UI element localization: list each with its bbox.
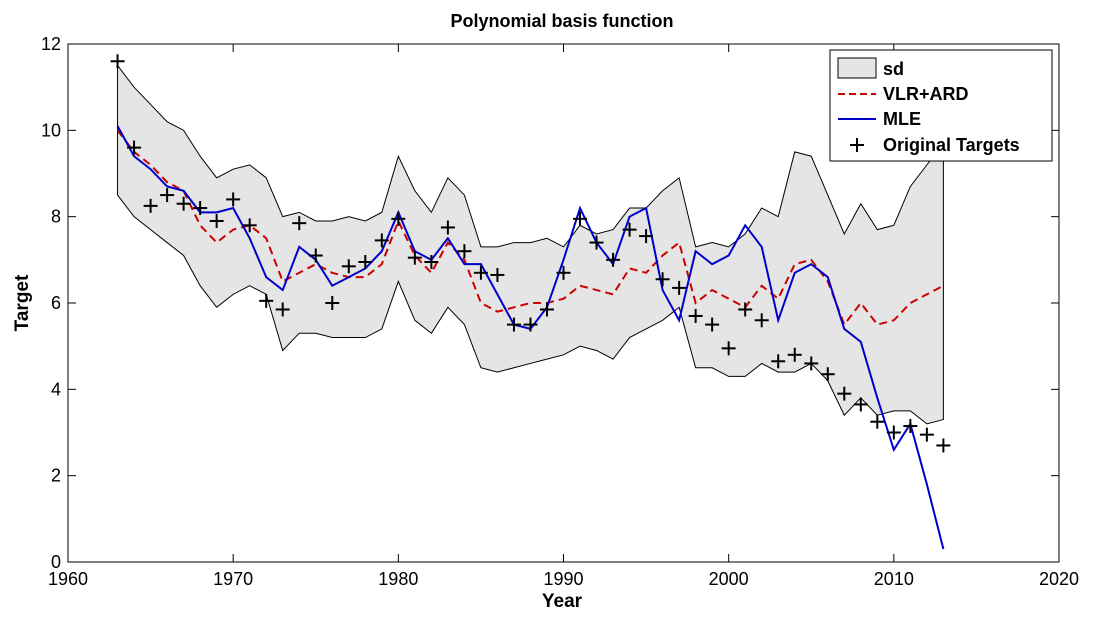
y-tick-label: 10 xyxy=(41,120,61,140)
legend-swatch-sd xyxy=(837,57,877,79)
target-point xyxy=(473,265,488,280)
target-point xyxy=(573,211,588,226)
target-point xyxy=(589,235,604,250)
target-point xyxy=(391,211,406,226)
target-point xyxy=(374,233,389,248)
target-point xyxy=(804,356,819,371)
target-point xyxy=(903,419,918,434)
target-point xyxy=(523,317,538,332)
y-tick-label: 8 xyxy=(51,207,61,227)
target-point xyxy=(506,317,521,332)
target-point xyxy=(259,293,274,308)
target-point xyxy=(936,438,951,453)
y-tick-label: 2 xyxy=(51,466,61,486)
series-vlr-ard-line xyxy=(116,129,944,327)
target-point xyxy=(738,302,753,317)
legend-label-mle: MLE xyxy=(883,109,921,129)
x-tick-label: 1960 xyxy=(48,569,88,589)
target-point xyxy=(837,386,852,401)
legend-label-sd: sd xyxy=(883,59,904,79)
target-point xyxy=(308,248,323,263)
target-point xyxy=(110,54,125,69)
target-point xyxy=(688,308,703,323)
target-point xyxy=(705,317,720,332)
y-tick-label: 12 xyxy=(41,34,61,54)
chart-title: Polynomial basis function xyxy=(450,11,673,31)
target-point xyxy=(160,188,175,203)
x-tick-label: 1970 xyxy=(213,569,253,589)
y-axis-label: Target xyxy=(12,274,33,331)
y-tick-label: 4 xyxy=(51,379,61,399)
legend-label-targets: Original Targets xyxy=(883,135,1020,155)
target-point xyxy=(622,222,637,237)
x-tick-label: 1980 xyxy=(378,569,418,589)
target-point xyxy=(275,302,290,317)
target-point xyxy=(606,252,621,267)
target-point xyxy=(457,244,472,259)
target-point xyxy=(639,229,654,244)
target-point xyxy=(919,427,934,442)
target-point xyxy=(539,302,554,317)
target-point xyxy=(754,313,769,328)
x-tick-label: 1990 xyxy=(543,569,583,589)
legend-swatch-targets xyxy=(850,138,864,152)
axis-ticks: 1960 1970 1980 1990 2000 2010 2020 0 2 4 6 8 10 12 xyxy=(41,34,1079,589)
target-point xyxy=(440,220,455,235)
target-point xyxy=(721,341,736,356)
x-tick-label: 2000 xyxy=(709,569,749,589)
target-point xyxy=(127,140,142,155)
target-point xyxy=(242,218,257,233)
target-point xyxy=(672,280,687,295)
y-tick-label: 6 xyxy=(51,293,61,313)
target-point xyxy=(209,213,224,228)
y-tick-label: 0 xyxy=(51,552,61,572)
x-tick-label: 2020 xyxy=(1039,569,1079,589)
legend: sd VLR+ARD MLE Original Targets xyxy=(829,49,1053,162)
target-point xyxy=(358,254,373,269)
target-point xyxy=(490,267,505,282)
target-point xyxy=(143,198,158,213)
target-point xyxy=(193,201,208,216)
target-point xyxy=(820,367,835,382)
target-point xyxy=(886,425,901,440)
target-point xyxy=(341,259,356,274)
target-point xyxy=(176,196,191,211)
target-point xyxy=(424,254,439,269)
target-point xyxy=(853,397,868,412)
target-point xyxy=(292,216,307,231)
target-point xyxy=(771,354,786,369)
target-point xyxy=(556,265,571,280)
target-point xyxy=(226,192,241,207)
target-point xyxy=(655,272,670,287)
target-point xyxy=(870,414,885,429)
x-axis-label: Year xyxy=(542,591,583,612)
legend-label-vlr: VLR+ARD xyxy=(883,84,969,104)
target-point xyxy=(325,296,340,310)
plot-area xyxy=(110,54,951,550)
target-point xyxy=(407,250,422,265)
sd-band xyxy=(117,64,944,425)
x-tick-label: 2010 xyxy=(874,569,914,589)
target-point xyxy=(787,347,802,362)
